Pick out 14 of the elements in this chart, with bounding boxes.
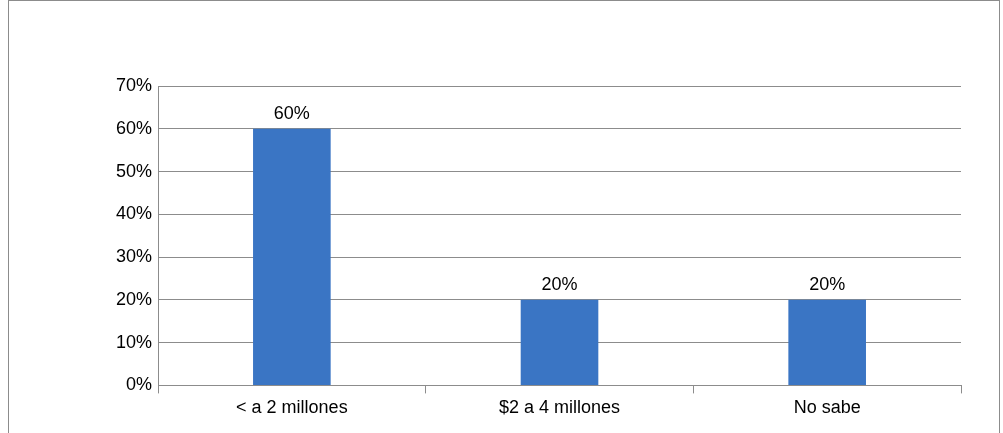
x-tick-label: No sabe (793, 397, 861, 418)
y-tick-label: 0% (126, 374, 153, 395)
y-tick-label: 30% (116, 246, 153, 267)
data-label: 20% (541, 273, 578, 294)
y-tick-label: 10% (116, 331, 153, 352)
y-tick-label: 40% (116, 203, 153, 224)
x-tick-label: < a 2 millones (236, 397, 348, 418)
y-tick-label: 50% (116, 160, 153, 181)
data-label: 60% (273, 102, 310, 123)
y-tick-label: 60% (116, 117, 153, 138)
data-label: 20% (809, 273, 846, 294)
x-tick-label: $2 a 4 millones (498, 397, 621, 418)
y-tick-label: 20% (116, 288, 153, 309)
y-tick-label: 70% (116, 74, 153, 95)
